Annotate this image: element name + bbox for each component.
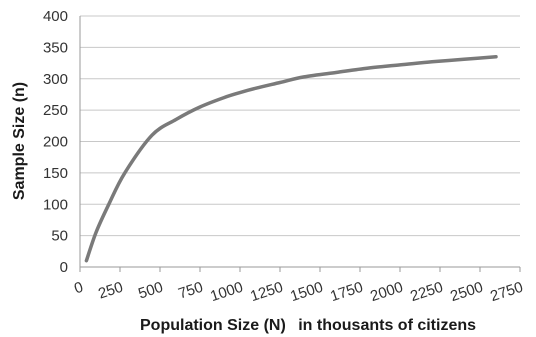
y-tick-label: 200	[43, 134, 68, 151]
y-tick-label: 350	[43, 39, 68, 56]
x-tick-label: 1750	[328, 279, 365, 305]
series-line-0	[84, 55, 498, 263]
x-tick-label: 750	[176, 279, 205, 303]
x-tick-label: 500	[136, 279, 165, 303]
x-tick-label: 2250	[408, 279, 445, 305]
y-tick-label: 0	[60, 259, 68, 276]
x-tick-label: 2500	[448, 279, 485, 305]
axes	[79, 16, 521, 272]
x-tick-label: 0	[72, 279, 85, 298]
gridlines	[80, 15, 520, 237]
y-tick-label: 100	[43, 196, 68, 213]
y-tick-label: 400	[43, 8, 68, 25]
series-group	[84, 55, 498, 263]
x-tick-label: 1500	[288, 279, 325, 305]
y-tick-label: 150	[43, 165, 68, 182]
x-tick-label: 2000	[368, 279, 405, 305]
y-axis-label: Sample Size (n)	[11, 82, 28, 200]
x-tick-labels: 0 250 500 750 1000 1250 1500 1750 2000 2250 2500 27…	[72, 279, 525, 305]
y-tick-labels: 0 50 100 150 200 250 300 350 400	[43, 8, 68, 276]
x-axis-label-suffix: in thousants of citizens	[298, 317, 476, 334]
y-tick-label: 50	[51, 228, 68, 245]
y-tick-label: 250	[43, 102, 68, 119]
x-axis-label-main: Population Size (N)	[140, 317, 286, 334]
y-tick-label: 300	[43, 71, 68, 88]
x-axis-label: Population Size (N) in thousants of citi…	[140, 317, 476, 334]
x-tick-label: 2750	[488, 279, 525, 305]
x-tick-label: 250	[96, 279, 125, 303]
x-tick-label: 1250	[248, 279, 285, 305]
x-tick-label: 1000	[208, 279, 245, 305]
